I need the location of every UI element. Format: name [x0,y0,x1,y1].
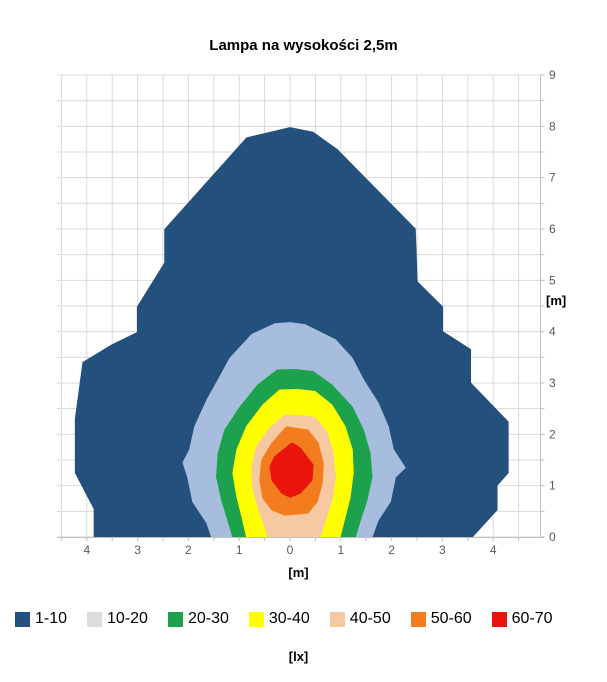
legend-unit-label: [lx] [288,649,309,664]
y-tick-label: 6 [549,222,556,236]
legend-swatch [491,611,507,627]
axes [57,74,545,541]
y-tick-label: 7 [549,171,556,185]
legend-item: 10-20 [87,610,148,628]
legend-swatch [167,611,183,627]
legend-swatch [87,611,103,627]
x-tick-label: 4 [83,543,90,557]
legend-item: 20-30 [167,610,229,628]
legend-item: 40-50 [329,610,391,628]
y-tick-label: 4 [549,325,556,339]
legend-swatch [329,611,345,627]
x-tick-label: 0 [287,543,294,557]
contour-bands [74,127,509,537]
legend-item: 50-60 [410,610,472,628]
y-tick-label: 9 [549,68,556,82]
x-tick-label: 1 [236,543,243,557]
legend-item: 60-70 [491,610,553,628]
band-60-70 [269,442,314,498]
y-tick-label: 3 [549,376,556,390]
x-tick-label: 3 [134,543,141,557]
y-tick-label: 8 [549,119,556,133]
y-tick-labels: 0 1 2 3 4 5 6 7 8 9 [549,68,556,544]
legend-label: 10-20 [107,610,148,627]
chart-title: Lampa na wysokości 2,5m [209,37,398,54]
legend-label: 40-50 [349,610,391,627]
legend-label: 50-60 [430,610,472,627]
y-tick-label: 5 [549,273,556,287]
y-tick-label: 0 [549,530,556,544]
legend-label: 20-30 [187,610,229,627]
legend-label: 30-40 [268,610,310,627]
legend-swatch [410,611,426,627]
x-tick-label: 4 [490,543,497,557]
legend-swatch [248,611,264,627]
y-tick-label: 2 [549,427,556,441]
x-axis-label: [m] [288,565,309,580]
contour-chart: 4 3 2 1 0 1 2 3 4 0 1 2 3 4 5 6 7 8 9 [57,68,556,557]
legend-label: 60-70 [511,610,553,627]
legend-swatch [15,611,30,627]
x-tick-label: 2 [388,543,395,557]
x-tick-label: 1 [337,543,344,557]
y-tick-label: 1 [549,479,556,493]
legend-item: 30-40 [248,610,310,628]
x-tick-label: 3 [439,543,446,557]
y-axis-label: [m] [546,293,567,308]
legend-item: 1-10 [15,610,67,628]
legend: 1-10 10-20 20-30 30-40 40-50 50-60 60-70 [15,610,600,628]
x-tick-labels: 4 3 2 1 0 1 2 3 4 [83,543,496,557]
x-tick-label: 2 [185,543,192,557]
legend-label: 1-10 [35,610,68,627]
